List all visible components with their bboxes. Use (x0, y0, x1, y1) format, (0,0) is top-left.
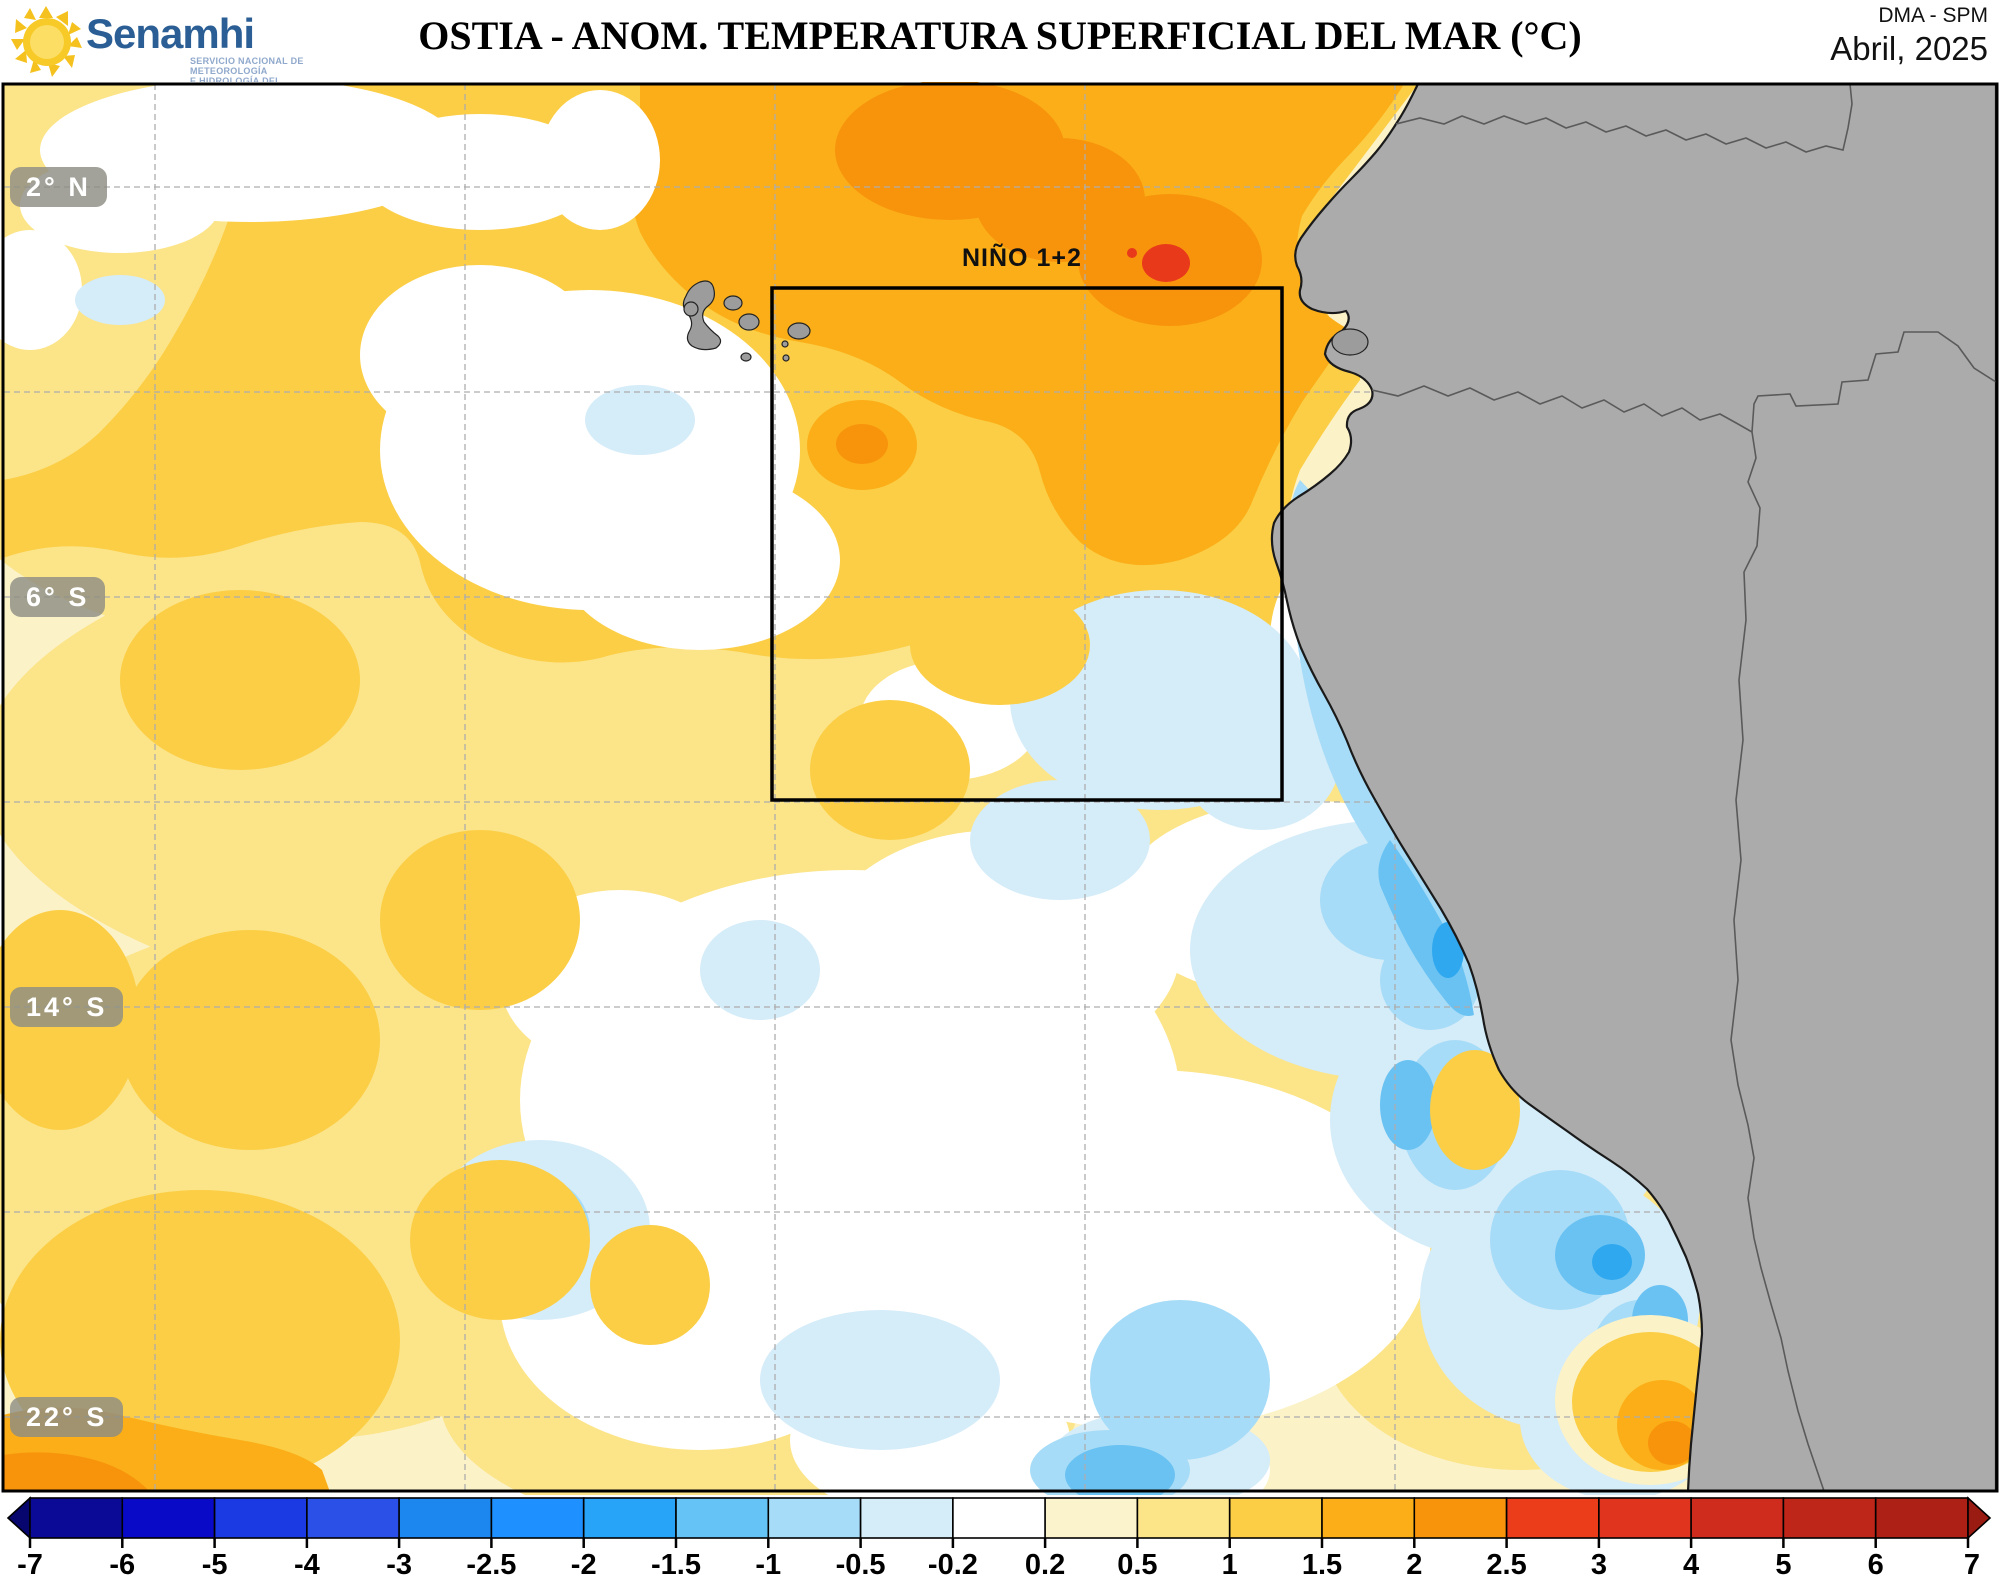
colorbar-tick-label: -0.2 (928, 1549, 978, 1579)
galapagos-islands (682, 280, 1369, 362)
colorbar-tick-label: 1 (1222, 1549, 1238, 1579)
colorbar-segment (859, 1497, 954, 1539)
colorbar-segment (767, 1497, 862, 1539)
colorbar-tick-label: -2.5 (466, 1549, 516, 1579)
lat-label-2n: 2° N (10, 167, 107, 207)
colorbar-tick-label: 4 (1683, 1549, 1699, 1579)
colorbar-ticks (28, 1538, 1970, 1548)
colorbar-segment (398, 1497, 493, 1539)
colorbar-tick-label: 1.5 (1302, 1549, 1342, 1579)
colorbar-segment (1136, 1497, 1231, 1539)
colorbar-tick-label: 6 (1868, 1549, 1884, 1579)
colorbar-segment (213, 1497, 308, 1539)
colorbar-segment (1505, 1497, 1600, 1539)
colorbar-segment (490, 1497, 585, 1539)
colorbar-segment (1598, 1497, 1693, 1539)
colorbar-tick-label: 5 (1775, 1549, 1791, 1579)
lat-label-6s: 6° S (10, 577, 106, 617)
colorbar-segment (1321, 1497, 1416, 1539)
colorbar-arrow-left (6, 1496, 31, 1540)
colorbar-tick-label: 2.5 (1486, 1549, 1526, 1579)
colorbar-segment (121, 1497, 216, 1539)
lat-label-22s: 22° S (10, 1397, 124, 1437)
colorbar-segment (1874, 1497, 1969, 1539)
anomaly-golden-patches (0, 585, 1090, 1492)
colorbar-tick-label: 3 (1591, 1549, 1607, 1579)
anomaly-red-core (1127, 244, 1190, 282)
colorbar-tick-label: 0.2 (1025, 1549, 1065, 1579)
nino-1-2-region-box (770, 286, 1284, 802)
colorbar-arrow-right (1967, 1496, 1992, 1540)
map-frame (1, 82, 1999, 1493)
colorbar-tick-label: -3 (386, 1549, 412, 1579)
page-title: OSTIA - ANOM. TEMPERATURA SUPERFICIAL DE… (418, 13, 1582, 58)
header: Senamhi SERVICIO NACIONAL DE METEOROLOGÍ… (0, 0, 2000, 96)
sst-anomaly-map: 2° N 6° S 14° S 22° S NIÑO 1+2 (0, 78, 2000, 1540)
map-canvas (0, 78, 1999, 1540)
colorbar-tick-label: -2 (571, 1549, 597, 1579)
colorbar-segment (1044, 1497, 1139, 1539)
org-unit: DMA - SPM (1878, 4, 1988, 27)
colorbar-segment (582, 1497, 677, 1539)
colorbar-segment (1228, 1497, 1323, 1539)
nino-region-label: NIÑO 1+2 (962, 244, 1082, 272)
colorbar-segment (952, 1497, 1047, 1539)
colorbar-tick-label: 0.5 (1117, 1549, 1157, 1579)
colorbar-tick-label: -1 (755, 1549, 781, 1579)
lat-label-14s: 14° S (10, 987, 124, 1027)
colorbar-tick-label: -0.5 (836, 1549, 886, 1579)
colorbar-segment (1782, 1497, 1877, 1539)
colorbar-tick-labels: -7 -6 -5 -4 -3 -2.5 -2 -1.5 -1 -0.5 -0.2… (17, 1549, 1980, 1581)
colorbar-tick-label: 7 (1964, 1549, 1980, 1579)
colorbar-segments (6, 1496, 1992, 1540)
colorbar-tick-label: -1.5 (651, 1549, 701, 1579)
colorbar-segment (1690, 1497, 1785, 1539)
colorbar-segment (29, 1497, 124, 1539)
colorbar-tick-label: 2 (1406, 1549, 1422, 1579)
colorbar-tick-label: -4 (294, 1549, 320, 1579)
colorbar-tick-label: -5 (202, 1549, 228, 1579)
country-borders (1371, 83, 1997, 1492)
colorbar: -7 -6 -5 -4 -3 -2.5 -2 -1.5 -1 -0.5 -0.2… (0, 1495, 2000, 1581)
colorbar-segment (675, 1497, 770, 1539)
colorbar-segment (306, 1497, 400, 1539)
colorbar-tick-label: -6 (109, 1549, 135, 1579)
land-mass (1270, 82, 1998, 1493)
colorbar-segment (1413, 1497, 1508, 1539)
colorbar-tick-label: -7 (17, 1549, 43, 1579)
sun-icon (11, 6, 82, 77)
senamhi-logo: Senamhi SERVICIO NACIONAL DE METEOROLOGÍ… (8, 2, 308, 96)
brand-name: Senamhi (86, 10, 255, 57)
map-date: Abril, 2025 (1830, 30, 1988, 67)
header-corner: DMA - SPM Abril, 2025 (1830, 4, 1988, 68)
